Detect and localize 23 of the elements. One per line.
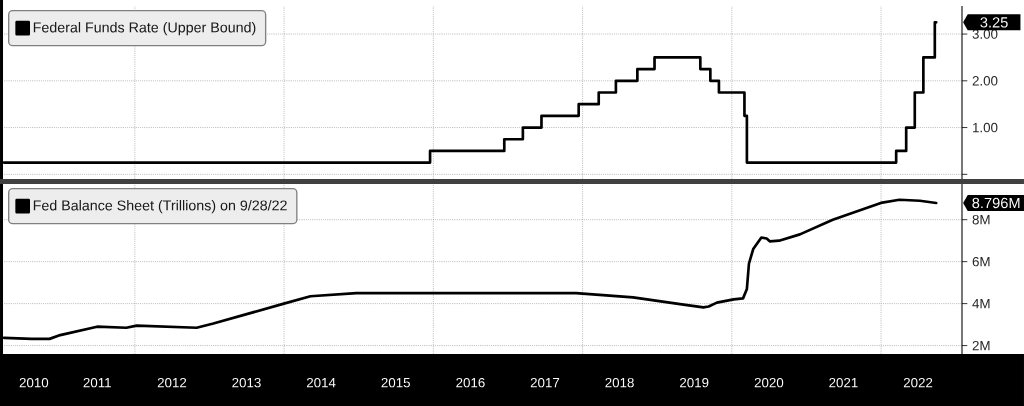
x-tick-label: 2010	[19, 377, 49, 388]
x-tick-label: 2016	[456, 377, 485, 388]
y-tick-label: 2.00	[972, 76, 998, 86]
x-tick-label: 2022	[903, 377, 933, 388]
x-tick-label: 2014	[306, 377, 336, 388]
legend-label: Federal Funds Rate (Upper Bound)	[33, 22, 256, 36]
text: 3.25	[980, 17, 1008, 28]
x-tick-label: 2020	[754, 377, 784, 388]
y-tick-label: 1.00	[973, 122, 998, 133]
x-tick-label: 2015	[381, 377, 410, 388]
text: 8.796M	[972, 197, 1020, 209]
x-tick-label: 2017	[530, 377, 560, 388]
y-tick-label: 4M	[972, 299, 990, 309]
x-tick-label: 2018	[605, 377, 634, 388]
x-tick-label: 2012	[157, 377, 187, 388]
x-tick-label: 2021	[829, 377, 858, 388]
x-tick-label: 2011	[83, 377, 111, 388]
y-tick-label: 6M	[972, 256, 990, 267]
y-tick-label: 8M	[972, 214, 990, 225]
y-tick-label: 2M	[972, 340, 990, 351]
x-tick-label: 2019	[680, 377, 709, 388]
x-tick-label: 2013	[232, 377, 261, 388]
legend-label: Fed Balance Sheet (Trillions) on 9/28/22	[33, 200, 287, 214]
